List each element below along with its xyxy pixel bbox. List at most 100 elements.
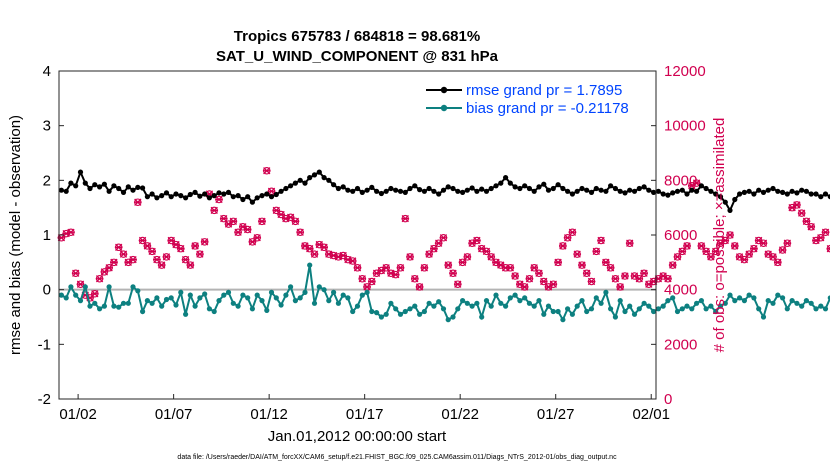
obs-assimilated-point — [320, 243, 328, 251]
rmse-point — [374, 188, 380, 194]
rmse-point — [87, 185, 93, 192]
rmse-point — [493, 183, 499, 189]
rmse-point — [163, 190, 170, 196]
rmse-point — [97, 184, 103, 190]
obs-assimilated-point — [401, 214, 410, 223]
bias-point — [760, 314, 767, 320]
bias-point — [498, 300, 504, 306]
bias-point — [780, 295, 786, 301]
bias-point — [130, 284, 136, 290]
bias-point — [321, 287, 327, 293]
rmse-point — [799, 187, 805, 193]
rmse-point — [503, 175, 509, 181]
bias-point — [565, 306, 571, 312]
bias-point — [598, 300, 604, 306]
bias-point — [622, 308, 628, 315]
bias-point — [503, 303, 509, 309]
bias-point — [111, 303, 117, 309]
obs-assimilated-point — [664, 275, 672, 283]
rmse-point — [479, 186, 485, 192]
rmse-point — [187, 191, 193, 198]
bias-point — [689, 306, 695, 312]
rmse-point — [431, 188, 437, 194]
left-y-tick-label: -1 — [38, 336, 51, 353]
bias-point — [426, 300, 432, 306]
rmse-point — [670, 190, 676, 196]
obs-assimilated-point — [625, 239, 634, 247]
rmse-point — [665, 192, 671, 198]
bias-point — [646, 303, 652, 309]
bias-point — [679, 306, 685, 312]
obs-assimilated-point — [253, 234, 262, 242]
obs-assimilated-point — [391, 270, 400, 279]
rmse-point — [555, 182, 561, 188]
rmse-point — [68, 180, 74, 186]
bias-point — [784, 306, 790, 312]
rmse-point — [116, 185, 122, 192]
bias-point — [421, 308, 427, 315]
bias-point — [97, 306, 103, 312]
bias-point — [235, 303, 241, 309]
rmse-point — [483, 188, 490, 194]
rmse-point — [636, 185, 642, 192]
bias-point — [608, 306, 614, 312]
rmse-point — [436, 191, 442, 197]
rmse-point — [77, 169, 84, 175]
bias-point — [727, 292, 733, 298]
obs-assimilated-point — [162, 253, 171, 261]
rmse-point — [178, 193, 184, 199]
bias-point — [813, 306, 819, 312]
rmse-point — [417, 187, 423, 193]
obs-assimilated-point — [76, 280, 85, 288]
obs-assimilated-point — [215, 195, 223, 204]
bias-point — [483, 298, 490, 304]
right-y-axis: 0 2000 4000 6000 8000 10000 12000 — [651, 63, 706, 408]
rmse-point — [574, 188, 580, 194]
bias-point — [751, 295, 757, 301]
rmse-point — [316, 169, 322, 175]
right-y-tick-label: 4000 — [664, 282, 697, 299]
bias-point — [464, 300, 470, 306]
bias-point — [302, 289, 308, 295]
rmse-point — [206, 195, 212, 201]
obs-assimilated-point — [821, 228, 830, 236]
left-y-tick-label: 0 — [43, 282, 51, 299]
bias-point — [116, 304, 122, 310]
rmse-point — [765, 187, 771, 193]
rmse-point — [641, 184, 647, 190]
bias-point — [794, 300, 800, 306]
rmse-point — [359, 189, 365, 195]
obs-assimilated-point — [506, 264, 515, 272]
rmse-point — [302, 180, 308, 186]
bias-point — [636, 306, 642, 312]
obs-assimilated-point — [353, 264, 362, 272]
bias-point — [560, 317, 566, 323]
bias-point — [68, 284, 74, 290]
bias-point — [63, 295, 69, 301]
rmse-point — [331, 182, 337, 188]
bias-point — [374, 310, 380, 316]
obs-assimilated-point — [396, 264, 405, 272]
right-y-axis-label: # of obs: o=possible; ×=assimilated — [711, 118, 728, 353]
x-tick-label: 01/22 — [441, 406, 479, 423]
bias-point — [722, 300, 728, 306]
obs-assimilated-point — [525, 275, 534, 283]
rmse-point — [354, 185, 361, 192]
rmse-point — [140, 185, 146, 191]
right-y-tick-label: 12000 — [664, 63, 706, 80]
rmse-point — [593, 185, 599, 192]
bias-point — [579, 298, 585, 304]
bias-point — [631, 311, 638, 317]
bias-point — [240, 292, 246, 298]
obs-assimilated-point — [592, 247, 601, 256]
bias-point — [87, 303, 93, 309]
bias-point — [818, 303, 824, 309]
obs-assimilated-point — [692, 179, 701, 187]
plot-area — [59, 71, 656, 399]
bias-point — [493, 292, 499, 298]
rmse-point — [292, 180, 298, 186]
rmse-point — [488, 185, 494, 192]
x-tick-label: 02/01 — [632, 406, 670, 423]
